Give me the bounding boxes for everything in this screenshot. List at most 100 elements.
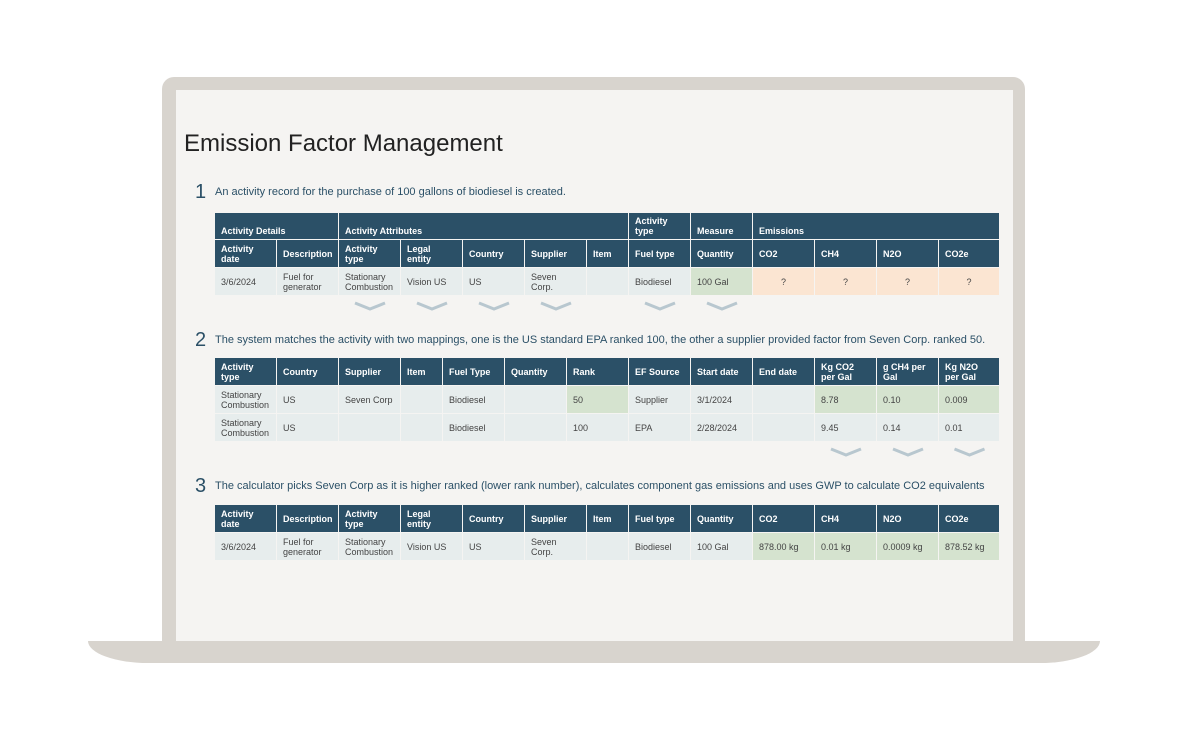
table-cell: Biodiesel	[443, 386, 504, 413]
column-header: CO2	[753, 505, 814, 532]
table-cell: 0.10	[877, 386, 938, 413]
column-header: Legal entity	[401, 240, 462, 267]
page-title: Emission Factor Management	[184, 130, 503, 157]
table-cell: 3/6/2024	[215, 268, 276, 295]
column-header: Description	[277, 505, 338, 532]
column-header: Supplier	[339, 358, 400, 385]
table-cell: Biodiesel	[629, 268, 690, 295]
table-cell	[753, 386, 814, 413]
table-cell: Stationary Combustion	[339, 268, 400, 295]
table-cell	[505, 414, 566, 441]
table-cell: 2/28/2024	[691, 414, 752, 441]
column-header: Kg N2O per Gal	[939, 358, 999, 385]
column-header: Supplier	[525, 505, 586, 532]
column-header: Activity type	[339, 505, 400, 532]
table-cell: Stationary Combustion	[215, 386, 276, 413]
group-header: Measure	[691, 213, 752, 239]
table-cell: 0.0009 kg	[877, 533, 938, 560]
laptop-base	[88, 641, 1100, 663]
table-cell: US	[463, 268, 524, 295]
column-header: End date	[753, 358, 814, 385]
table-cell: EPA	[629, 414, 690, 441]
table-cell: 100 Gal	[691, 268, 752, 295]
column-header: Quantity	[505, 358, 566, 385]
table-cell: 0.01	[939, 414, 999, 441]
column-header: Legal entity	[401, 505, 462, 532]
table-cell	[339, 414, 400, 441]
column-header: g CH4 per Gal	[877, 358, 938, 385]
table-cell: 3/6/2024	[215, 533, 276, 560]
table-cell: US	[277, 414, 338, 441]
column-header: CO2e	[939, 240, 999, 267]
table-cell: Seven Corp.	[525, 533, 586, 560]
column-header: Supplier	[525, 240, 586, 267]
table-cell: 0.01 kg	[815, 533, 876, 560]
column-header: Start date	[691, 358, 752, 385]
table-cell: 100 Gal	[691, 533, 752, 560]
column-header: Item	[401, 358, 442, 385]
column-header: Kg CO2 per Gal	[815, 358, 876, 385]
column-header: EF Source	[629, 358, 690, 385]
table-cell: 0.009	[939, 386, 999, 413]
table-cell: 8.78	[815, 386, 876, 413]
column-header: CH4	[815, 505, 876, 532]
column-header: Fuel type	[629, 505, 690, 532]
column-header: CO2e	[939, 505, 999, 532]
column-header: Activity date	[215, 505, 276, 532]
step-number: 3	[195, 475, 207, 497]
table-cell: ?	[815, 268, 876, 295]
group-header: Activity Details	[215, 213, 338, 239]
table-cell: 878.52 kg	[939, 533, 999, 560]
column-header: N2O	[877, 505, 938, 532]
table-cell: Vision US	[401, 533, 462, 560]
table-cell: Supplier	[629, 386, 690, 413]
column-header: N2O	[877, 240, 938, 267]
table-cell: 9.45	[815, 414, 876, 441]
table-cell: US	[463, 533, 524, 560]
table-cell	[587, 268, 628, 295]
table-cell: 100	[567, 414, 628, 441]
step-text: The calculator picks Seven Corp as it is…	[215, 480, 985, 492]
table-cell	[587, 533, 628, 560]
column-header: Country	[277, 358, 338, 385]
table-cell: Seven Corp	[339, 386, 400, 413]
column-header: Rank	[567, 358, 628, 385]
column-header: Quantity	[691, 240, 752, 267]
step-number: 2	[195, 329, 207, 351]
table-cell: ?	[877, 268, 938, 295]
group-header: Activity Attributes	[339, 213, 628, 239]
column-header: Country	[463, 240, 524, 267]
table-cell: Stationary Combustion	[339, 533, 400, 560]
table-cell: 3/1/2024	[691, 386, 752, 413]
table-cell: Biodiesel	[629, 533, 690, 560]
table-cell: US	[277, 386, 338, 413]
column-header: Item	[587, 240, 628, 267]
table-cell	[401, 386, 442, 413]
table-cell: ?	[753, 268, 814, 295]
table-cell: 0.14	[877, 414, 938, 441]
column-header: Activity date	[215, 240, 276, 267]
table-cell: 50	[567, 386, 628, 413]
table-cell	[401, 414, 442, 441]
column-header: Quantity	[691, 505, 752, 532]
table-cell: Seven Corp.	[525, 268, 586, 295]
group-header: Activity type	[629, 213, 690, 239]
step-text: An activity record for the purchase of 1…	[215, 186, 566, 198]
table-cell: 878.00 kg	[753, 533, 814, 560]
column-header: Country	[463, 505, 524, 532]
column-header: Activity type	[339, 240, 400, 267]
step-text: The system matches the activity with two…	[215, 334, 986, 346]
column-header: Fuel Type	[443, 358, 504, 385]
table-cell: Biodiesel	[443, 414, 504, 441]
column-header: Activity type	[215, 358, 276, 385]
table-cell: ?	[939, 268, 999, 295]
table-cell: Fuel for generator	[277, 533, 338, 560]
table-cell: Vision US	[401, 268, 462, 295]
column-header: CO2	[753, 240, 814, 267]
table-cell	[753, 414, 814, 441]
column-header: Item	[587, 505, 628, 532]
column-header: Description	[277, 240, 338, 267]
column-header: CH4	[815, 240, 876, 267]
column-header: Fuel type	[629, 240, 690, 267]
